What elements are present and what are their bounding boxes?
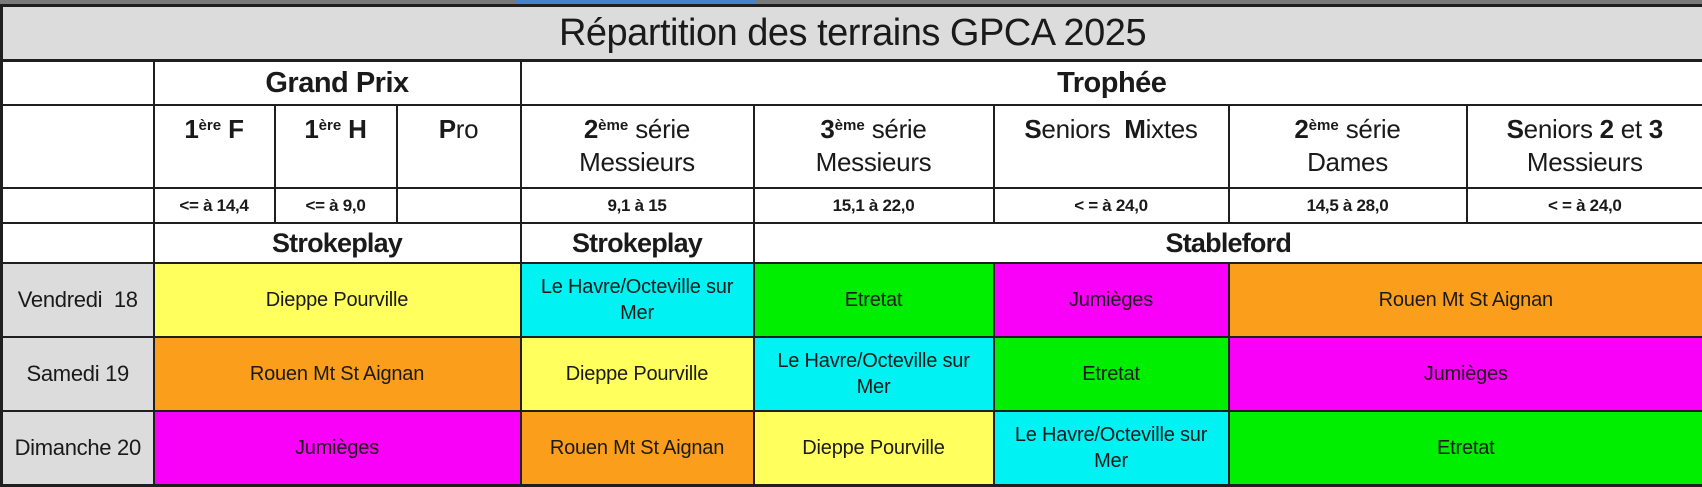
day-label: Dimanche 20 (0, 410, 155, 487)
venue-cell: Etretat (992, 336, 1230, 412)
venue-cell: Jumièges (152, 410, 522, 487)
venue-cell: Rouen Mt St Aignan (1227, 262, 1702, 338)
col-header-pro: Pro (395, 104, 522, 189)
col-header-seniors-mixtes: Seniors Mixtes (992, 104, 1230, 189)
group-header-row: Grand Prix Trophée (0, 59, 1702, 106)
format-grand-prix: Strokeplay (152, 222, 522, 264)
group-header-trophee: Trophée (519, 59, 1702, 106)
day-label: Vendredi 18 (0, 262, 155, 338)
day-label: Samedi 19 (0, 336, 155, 412)
venue-cell: Etretat (752, 262, 995, 338)
col-header-line1: Seniors 2 et 3 (1506, 114, 1664, 144)
range-seniors-mixtes: < = à 24,0 (992, 187, 1230, 224)
col-header-line1: 2ème série (1294, 114, 1401, 144)
venue-cell: Le Havre/Octeville sur Mer (752, 336, 995, 412)
schedule-row-dimanche: Dimanche 20 Jumièges Rouen Mt St Aignan … (0, 410, 1702, 487)
venue-cell: Dieppe Pourville (519, 336, 755, 412)
col-header-1ere-f: 1ère F (152, 104, 276, 189)
col-header-line2: Messieurs (1526, 147, 1643, 178)
col-header-line1: 1ère F (184, 114, 244, 144)
col-header-seniors-2-et-3: Seniors 2 et 3 Messieurs (1465, 104, 1702, 189)
terrain-allocation-table: Répartition des terrains GPCA 2025 Grand… (0, 4, 1702, 487)
venue-cell: Jumièges (1227, 336, 1702, 412)
top-blue-bar (515, 0, 755, 4)
schedule-row-vendredi: Vendredi 18 Dieppe Pourville Le Havre/Oc… (0, 262, 1702, 338)
handicap-range-row: <= à 14,4 <= à 9,0 9,1 à 15 15,1 à 22,0 … (0, 187, 1702, 224)
col-header-2eme-serie-messieurs: 2ème série Messieurs (519, 104, 755, 189)
venue-cell: Rouen Mt St Aignan (519, 410, 755, 487)
schedule-row-samedi: Samedi 19 Rouen Mt St Aignan Dieppe Pour… (0, 336, 1702, 412)
group-header-grand-prix: Grand Prix (152, 59, 522, 106)
venue-cell: Dieppe Pourville (752, 410, 995, 487)
blank-cell (0, 104, 155, 189)
range-1ere-f: <= à 14,4 (152, 187, 276, 224)
venue-cell: Dieppe Pourville (152, 262, 522, 338)
col-header-line2: Messieurs (815, 147, 932, 178)
col-header-line1: 2ème série (583, 114, 691, 144)
corner-blank-cell (0, 59, 155, 106)
blank-cell (0, 187, 155, 224)
venue-cell: Le Havre/Octeville sur Mer (992, 410, 1230, 487)
col-header-line1: 1ère H (304, 114, 367, 144)
format-stableford: Stableford (752, 222, 1702, 264)
venue-cell: Le Havre/Octeville sur Mer (519, 262, 755, 338)
venue-cell: Jumièges (992, 262, 1230, 338)
play-format-row: Strokeplay Strokeplay Stableford (0, 222, 1702, 264)
table-title: Répartition des terrains GPCA 2025 (0, 4, 1702, 62)
format-2eme-serie: Strokeplay (519, 222, 755, 264)
window-top-edge (0, 0, 1702, 4)
range-1ere-h: <= à 9,0 (273, 187, 398, 224)
venue-cell: Etretat (1227, 410, 1702, 487)
col-header-line1: 3ème série (820, 114, 927, 144)
col-header-1ere-h: 1ère H (273, 104, 398, 189)
range-3eme-serie-messieurs: 15,1 à 22,0 (752, 187, 995, 224)
col-header-line2: Messieurs (579, 147, 695, 178)
category-header-row: 1ère F 1ère H Pro 2ème série Messieurs 3… (0, 104, 1702, 189)
range-seniors-2-et-3: < = à 24,0 (1465, 187, 1702, 224)
range-2eme-serie-messieurs: 9,1 à 15 (519, 187, 755, 224)
col-header-line1: Seniors Mixtes (1024, 114, 1198, 144)
title-row: Répartition des terrains GPCA 2025 (0, 4, 1702, 62)
col-header-line2: Dames (1307, 147, 1388, 178)
venue-cell: Rouen Mt St Aignan (152, 336, 522, 412)
col-header-line1: Pro (438, 114, 479, 144)
range-pro (395, 187, 522, 224)
blank-cell (0, 222, 155, 264)
col-header-3eme-serie-messieurs: 3ème série Messieurs (752, 104, 995, 189)
col-header-2eme-serie-dames: 2ème série Dames (1227, 104, 1468, 189)
range-2eme-serie-dames: 14,5 à 28,0 (1227, 187, 1468, 224)
